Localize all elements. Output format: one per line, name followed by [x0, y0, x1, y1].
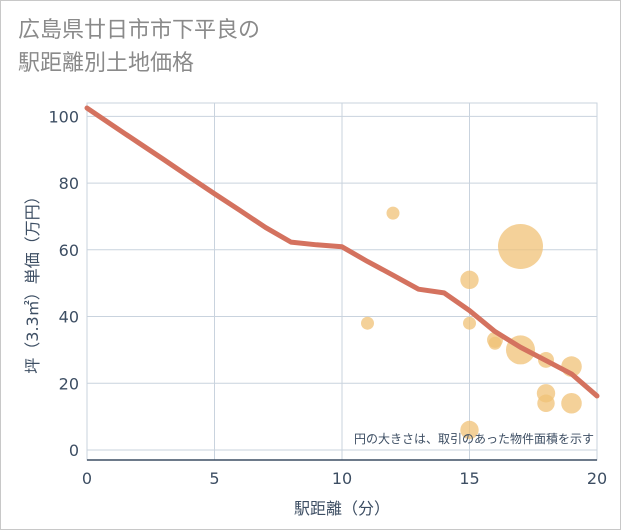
tick-labels: 0 5 10 15 20 0 20 40 60 80 100	[48, 107, 607, 488]
bubble-point	[386, 206, 400, 220]
bubble-layer	[361, 206, 582, 440]
bubble-point	[561, 393, 582, 414]
y-tick-label: 100	[48, 107, 79, 126]
x-tick-label: 0	[82, 469, 92, 488]
y-tick-label: 0	[69, 441, 79, 460]
x-tick-label: 15	[459, 469, 479, 488]
y-tick-label: 60	[59, 241, 79, 260]
trend-line-layer	[84, 105, 600, 399]
title-line-2: 駅距離別土地価格	[18, 51, 195, 76]
axes	[86, 102, 598, 461]
x-tick-label: 5	[209, 469, 219, 488]
x-tick-label: 20	[587, 469, 607, 488]
y-tick-label: 40	[59, 308, 79, 327]
bubble-point	[463, 316, 476, 330]
bubble-point	[497, 223, 544, 269]
x-tick-label: 10	[332, 469, 352, 488]
bubble-point	[460, 270, 479, 290]
y-tick-label: 20	[59, 374, 79, 393]
title-line-1: 広島県廿日市市下平良の	[18, 18, 261, 43]
size-annotation: 円の大きさは、取引のあった物件面積を示す	[354, 431, 594, 446]
x-axis-label: 駅距離（分）	[294, 499, 390, 518]
bubble-point	[488, 336, 502, 350]
y-tick-label: 80	[59, 174, 79, 193]
chart-title: 広島県廿日市市下平良の 駅距離別土地価格	[18, 14, 260, 80]
trend-line	[84, 105, 600, 399]
bubble-point	[460, 420, 479, 440]
y-axis-label: 坪（3.3㎡）単価（万円）	[23, 188, 42, 373]
bubble-point	[361, 316, 374, 330]
bubble-point	[537, 394, 555, 413]
